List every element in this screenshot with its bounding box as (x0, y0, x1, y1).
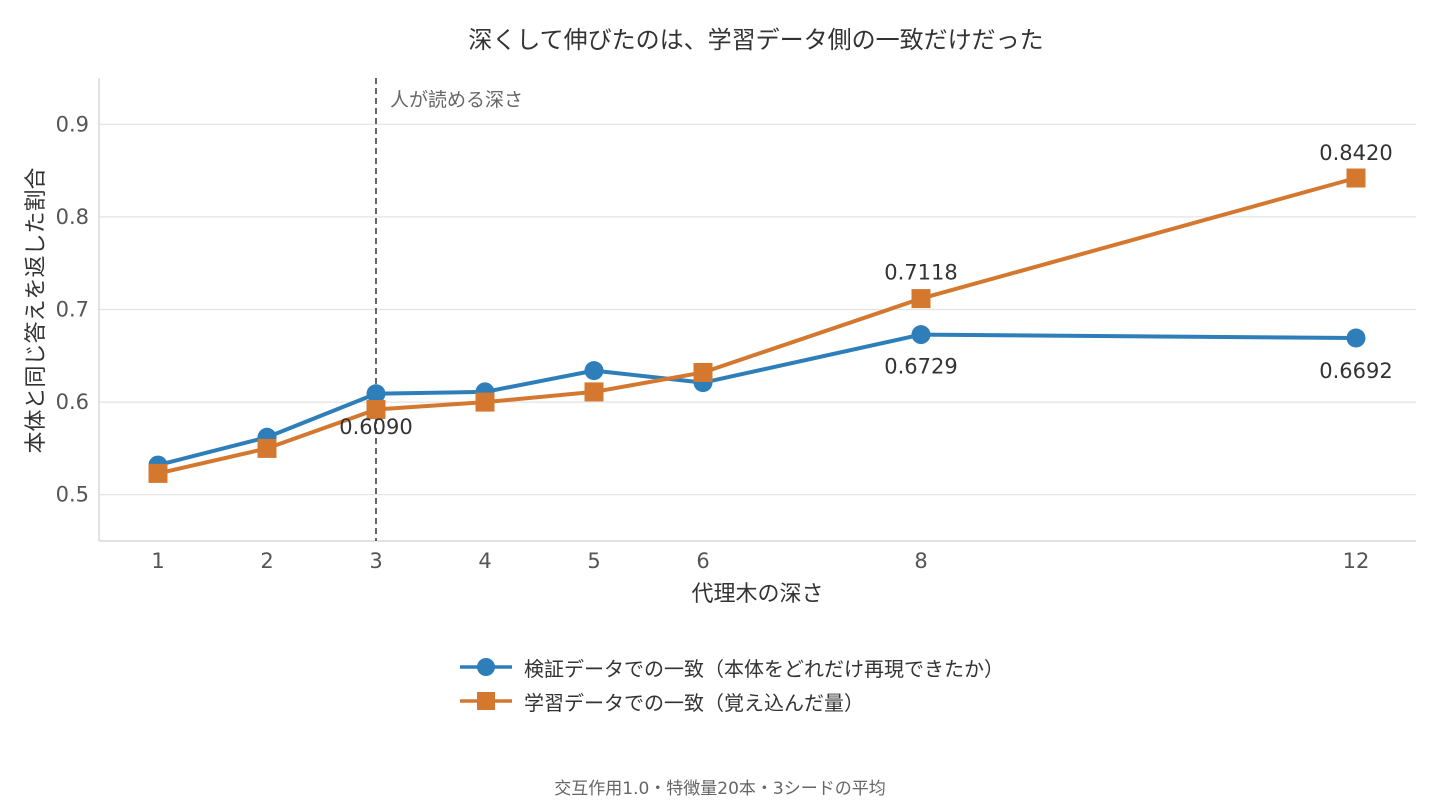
chart-title: 深くして伸びたのは、学習データ側の一致だけだった (468, 26, 1044, 54)
data-point-square (911, 289, 931, 309)
data-label: 0.6692 (1319, 359, 1392, 383)
legend-swatch-circle-icon (460, 658, 512, 676)
data-point-square (366, 400, 386, 420)
data-label: 0.6090 (339, 415, 412, 439)
x-tick-label: 3 (369, 549, 382, 573)
legend-label-validation: 検証データでの一致（本体をどれだけ再現できたか） (524, 656, 1004, 681)
series-line (156, 332, 1358, 468)
data-point-square (1346, 168, 1366, 188)
reference-line-label: 人が読める深さ (390, 89, 523, 111)
series-line (156, 176, 1358, 476)
x-tick-label: 4 (478, 549, 491, 573)
data-point-circle (911, 325, 931, 345)
y-axis-label: 本体と同じ答えを返した割合 (24, 167, 49, 453)
data-label: 0.7118 (884, 261, 957, 285)
data-point-square (257, 438, 277, 458)
y-tick-label: 0.9 (56, 112, 89, 136)
legend-label-training: 学習データでの一致（覚え込んだ量） (524, 690, 864, 715)
data-label: 0.6729 (884, 355, 957, 379)
y-tick-label: 0.7 (56, 298, 89, 322)
x-tick-label: 6 (696, 549, 709, 573)
y-tick-label: 0.6 (56, 390, 89, 414)
x-tick-label: 1 (151, 549, 164, 573)
data-label: 0.8420 (1319, 141, 1392, 165)
data-point-square (693, 362, 713, 382)
data-point-square (475, 392, 495, 412)
x-axis-label: 代理木の深さ (691, 582, 823, 607)
x-tick-label: 8 (914, 549, 927, 573)
data-point-circle (584, 361, 604, 381)
footnote: 交互作用1.0・特徴量20本・3シードの平均 (554, 779, 886, 799)
data-point-circle (366, 384, 386, 404)
x-tick-label: 5 (587, 549, 600, 573)
y-tick-label: 0.8 (56, 205, 89, 229)
legend-swatch-square-icon (460, 692, 512, 710)
legend: 検証データでの一致（本体をどれだけ再現できたか） 学習データでの一致（覚え込んだ… (460, 650, 1160, 718)
data-point-circle (1346, 328, 1366, 348)
data-point-square (584, 382, 604, 402)
y-tick-label: 0.5 (56, 483, 89, 507)
x-tick-label: 2 (260, 549, 273, 573)
legend-item-training: 学習データでの一致（覚え込んだ量） (460, 684, 1160, 718)
legend-item-validation: 検証データでの一致（本体をどれだけ再現できたか） (460, 650, 1160, 684)
data-point-square (148, 463, 168, 483)
x-tick-label: 12 (1343, 549, 1370, 573)
